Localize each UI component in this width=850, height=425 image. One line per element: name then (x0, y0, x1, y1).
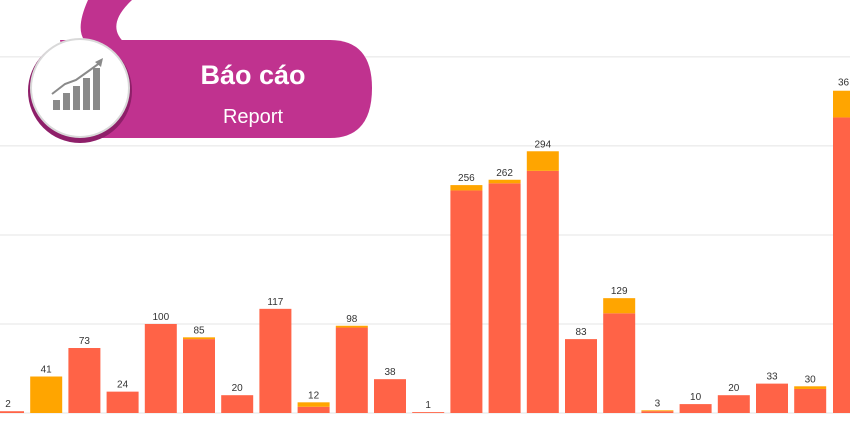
bar-value-label: 30 (805, 374, 817, 385)
bar-primary (833, 117, 850, 413)
bars (0, 90, 850, 413)
bar-secondary (30, 376, 63, 413)
bar-value-label: 294 (534, 139, 551, 150)
bar-primary (221, 395, 254, 413)
bar-value-label: 20 (232, 383, 244, 394)
bar-secondary (526, 151, 559, 171)
bar-primary (144, 323, 177, 413)
bar-primary (641, 411, 674, 413)
bar-value-label: 129 (611, 286, 628, 297)
bar-secondary (335, 325, 368, 328)
badge-subtitle: Report (222, 106, 284, 128)
bar-value-label: 262 (496, 168, 513, 179)
bar-value-label: 33 (766, 372, 778, 383)
bar-primary (794, 388, 827, 413)
bar-primary (412, 412, 445, 413)
bar-value-label: 256 (458, 173, 475, 184)
bar-value-label: 2 (5, 399, 11, 410)
bar-value-label: 98 (346, 314, 358, 325)
badge-title: Báo cáo (200, 60, 306, 90)
bar-value-label: 1 (425, 400, 431, 411)
bar-value-label: 85 (193, 325, 205, 336)
bar-value-label: 117 (267, 297, 283, 308)
bar-value-label: 24 (117, 380, 129, 391)
bar-primary (756, 383, 788, 413)
bar-secondary (641, 410, 674, 412)
bar-value-label: 20 (728, 383, 740, 394)
bar-secondary (450, 185, 483, 191)
bar-value-label: 83 (575, 327, 587, 338)
bar-value-label: 38 (384, 367, 396, 378)
bar-primary (68, 348, 101, 413)
bar-value-label: 12 (308, 390, 320, 401)
bar-primary (488, 183, 521, 413)
bar-secondary (603, 298, 636, 314)
bar-value-label: 10 (690, 392, 702, 403)
bar-primary (450, 190, 483, 413)
bar-chart-growth-icon (51, 58, 103, 110)
bar-value-label: 73 (79, 336, 91, 347)
badge-swoosh (80, 0, 132, 48)
bar-value-label: 100 (152, 312, 169, 323)
bar-secondary (488, 179, 521, 184)
bar-primary (526, 170, 559, 413)
bar-primary (679, 404, 712, 413)
bar-primary (717, 395, 750, 413)
bar-primary (374, 379, 406, 413)
bar-value-label: 3 (655, 398, 661, 409)
bar-primary (335, 327, 368, 413)
bar-secondary (297, 402, 330, 407)
bar-primary (106, 391, 139, 413)
bar-value-label: 41 (41, 365, 53, 376)
bar-primary (565, 339, 597, 413)
bar-primary (297, 406, 330, 413)
value-labels: 2 41 73 24 100 85 20 117 12 98 38 1 256 262 294 83 129 3 1… (5, 78, 849, 411)
bar-secondary (833, 90, 850, 118)
bar-primary (183, 339, 215, 413)
bar-secondary (183, 337, 215, 340)
bar-value-label: 36 (838, 78, 850, 89)
bar-primary (0, 411, 24, 413)
bar-secondary (794, 386, 827, 389)
bar-primary (259, 308, 292, 413)
bar-primary (603, 313, 636, 413)
badge-banner (60, 40, 372, 138)
report-badge: Báo cáo Report (0, 0, 380, 150)
badge-shape (28, 0, 372, 143)
